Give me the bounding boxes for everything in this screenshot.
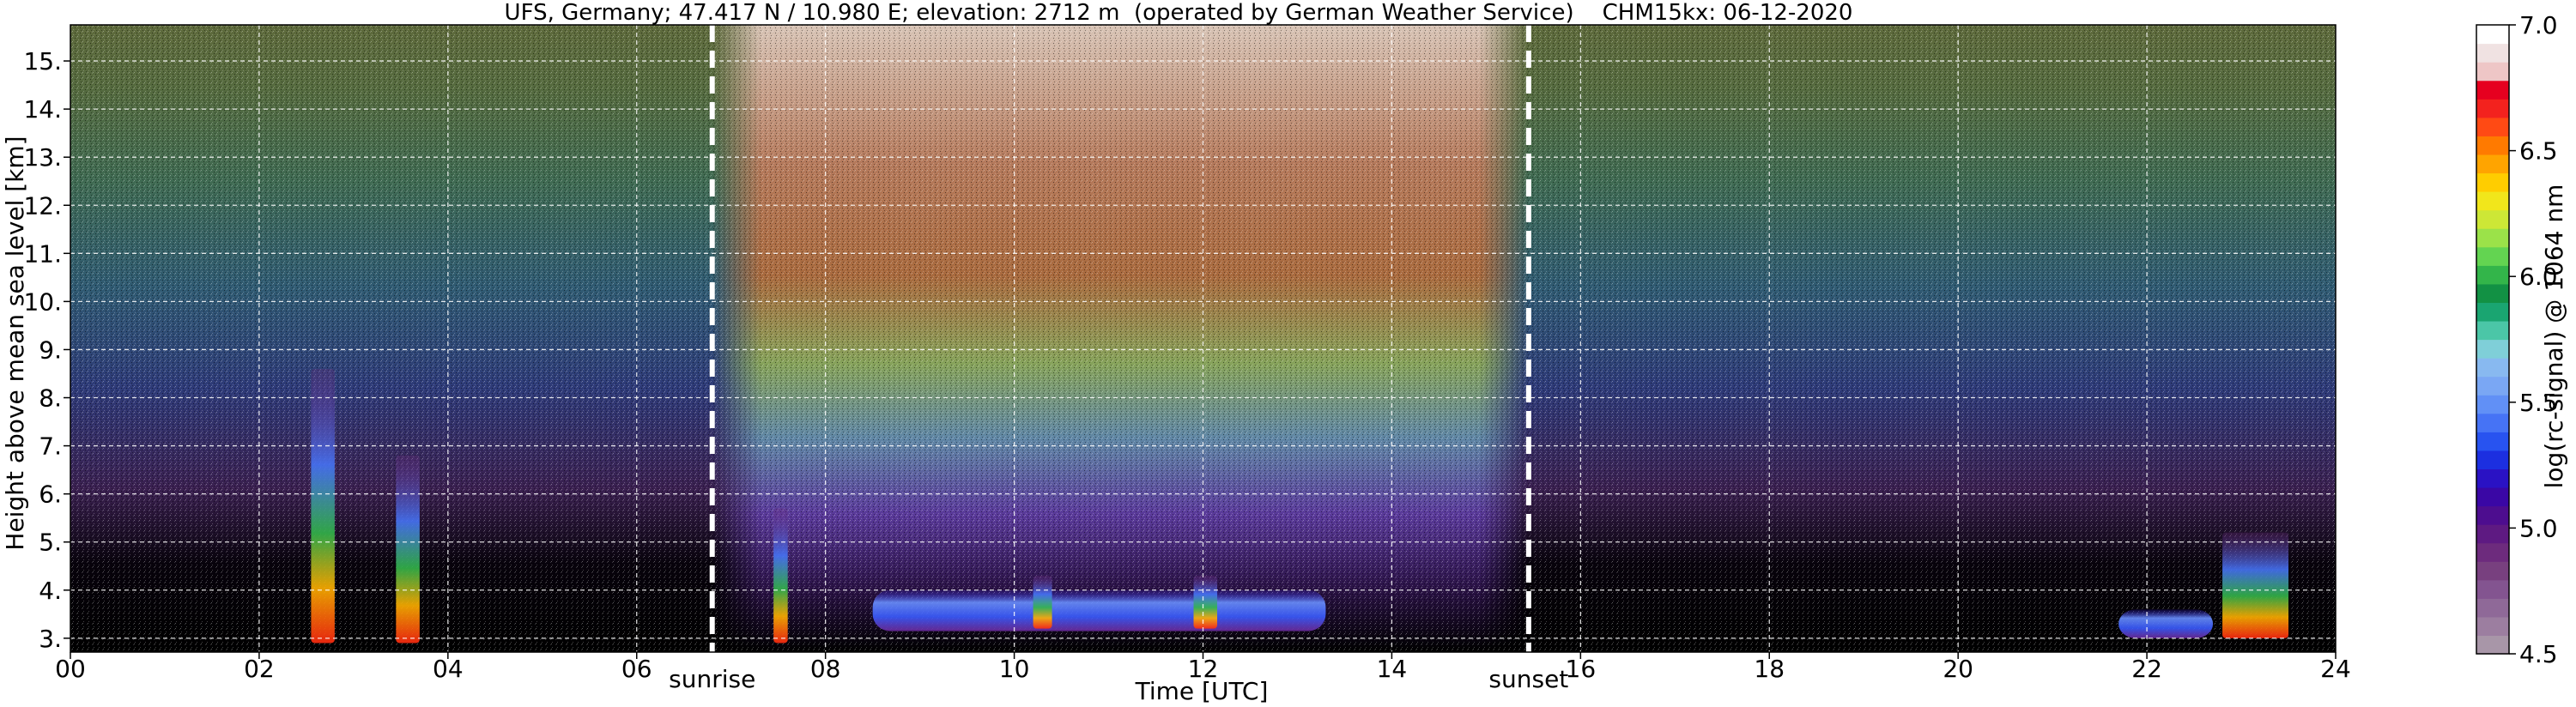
colorbar-segment (2476, 117, 2509, 136)
colorbar-segment (2476, 358, 2509, 378)
colorbar-segment (2476, 25, 2509, 45)
colorbar-segment (2476, 136, 2509, 155)
aerosol-layer (872, 589, 1326, 631)
y-tick-label: 14. (23, 95, 62, 124)
colorbar-segment (2476, 616, 2509, 637)
colorbar-segment (2476, 468, 2509, 488)
y-tick-label: 7. (39, 432, 62, 461)
y-tick-label: 9. (39, 335, 62, 364)
x-tick-label: 20 (1943, 655, 1973, 683)
sun-event-lines (709, 25, 1531, 652)
x-tick-label: 08 (810, 655, 841, 683)
y-tick-label: 15. (23, 47, 62, 76)
colorbar-segment (2476, 320, 2509, 341)
sunset-label: sunset (1488, 665, 1568, 693)
colorbar-segment (2476, 172, 2509, 192)
y-tick-label: 13. (23, 143, 62, 172)
colorbar-tick-label: 5.0 (2519, 514, 2558, 542)
colorbar-segment (2476, 524, 2509, 544)
x-tick-label: 18 (1754, 655, 1785, 683)
colorbar-tick-label: 7.0 (2519, 11, 2558, 39)
y-tick-label: 6. (39, 480, 62, 509)
colorbar-tick-label: 6.0 (2519, 263, 2558, 291)
colorbar-segment (2476, 209, 2509, 229)
colorbar-segment (2476, 432, 2509, 451)
colorbar-segment (2476, 43, 2509, 63)
colorbar-segment (2476, 339, 2509, 359)
y-axis-label: Height above mean sea level [km] (1, 136, 29, 550)
colorbar-segment (2476, 80, 2509, 100)
x-tick-label: 22 (2131, 655, 2162, 683)
x-tick-label: 24 (2320, 655, 2351, 683)
chart-title: UFS, Germany; 47.417 N / 10.980 E; eleva… (505, 0, 1853, 26)
colorbar-segment (2476, 228, 2509, 248)
y-tick-label: 5. (39, 529, 62, 557)
colorbar-segment (2476, 505, 2509, 525)
colorbar (2476, 24, 2510, 655)
cloud-feature (1033, 575, 1052, 629)
colorbar-segment (2476, 376, 2509, 396)
grid-lines (70, 25, 2336, 652)
x-axis-label: Time [UTC] (1135, 677, 1269, 705)
x-tick-label: 14 (1377, 655, 1408, 683)
colorbar-segment (2476, 579, 2509, 599)
colorbar-tick-label: 4.5 (2519, 640, 2558, 668)
cloud-feature (1193, 575, 1217, 629)
y-tick-label: 11. (23, 239, 62, 268)
x-tick-label: 06 (621, 655, 652, 683)
colorbar-segment (2476, 635, 2509, 655)
y-tick-label: 3. (39, 625, 62, 653)
y-tick-label: 4. (39, 577, 62, 605)
colorbar-segment (2476, 246, 2509, 266)
plot-area (70, 24, 2337, 653)
colorbar-ticks: 4.5 5.0 5.5 6.0 6.5 7.0 (2509, 11, 2558, 668)
colorbar-segment (2476, 598, 2509, 618)
cloud-feature (2222, 532, 2289, 638)
cloud-feature (773, 508, 788, 644)
x-tick-label: 10 (999, 655, 1030, 683)
colorbar-segment (2476, 62, 2509, 82)
sun-event-labels: sunrise sunset (669, 665, 1568, 693)
y-tick-label: 8. (39, 384, 62, 413)
colorbar-tick-label: 6.5 (2519, 137, 2558, 166)
x-tick-label: 02 (244, 655, 275, 683)
sunrise-label: sunrise (669, 665, 755, 693)
x-tick-label: 04 (433, 655, 464, 683)
y-tick-label: 12. (23, 191, 62, 220)
colorbar-segment (2476, 154, 2509, 174)
y-tick-label: 10. (23, 287, 62, 316)
cloud-feature (311, 368, 335, 644)
colorbar-segment (2476, 542, 2509, 562)
x-axis-ticks: 00 02 04 06 08 10 12 14 16 18 20 22 24 (55, 652, 2351, 683)
x-tick-label: 16 (1566, 655, 1597, 683)
colorbar-segment (2476, 413, 2509, 432)
colorbar-segment (2476, 486, 2509, 507)
x-tick-label: 00 (55, 655, 86, 683)
colorbar-label: log(rc-signal) @ 1064 nm (2540, 184, 2568, 489)
x-tick-label: 12 (1188, 655, 1219, 683)
colorbar-segment (2476, 395, 2509, 414)
signal-features (311, 368, 2289, 644)
colorbar-frame (2476, 24, 2510, 655)
colorbar-segment (2476, 302, 2509, 322)
colorbar-segment (2476, 191, 2509, 211)
colorbar-segment (2476, 283, 2509, 303)
colorbar-segment (2476, 99, 2509, 118)
cloud-feature (396, 455, 420, 644)
colorbar-segment (2476, 561, 2509, 581)
y-axis-ticks: 3. 4. 5. 6. 7. 8. 9. 10. 11. 12. 13. 14. 15. (23, 47, 70, 653)
colorbar-segment (2476, 450, 2509, 470)
colorbar-tick-label: 5.5 (2519, 389, 2558, 417)
aerosol-layer (2118, 609, 2214, 638)
colorbar-segment (2476, 265, 2509, 285)
